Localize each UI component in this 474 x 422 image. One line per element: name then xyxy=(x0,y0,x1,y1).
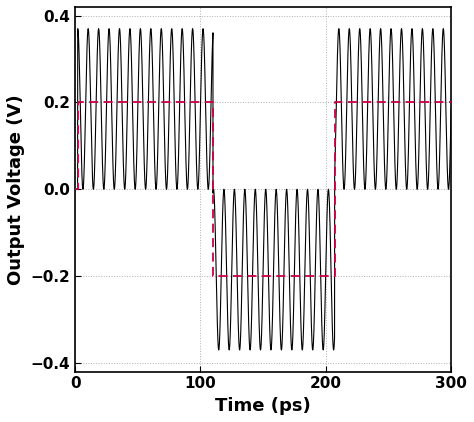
Y-axis label: Output Voltage (V): Output Voltage (V) xyxy=(7,94,25,284)
X-axis label: Time (ps): Time (ps) xyxy=(215,397,311,415)
